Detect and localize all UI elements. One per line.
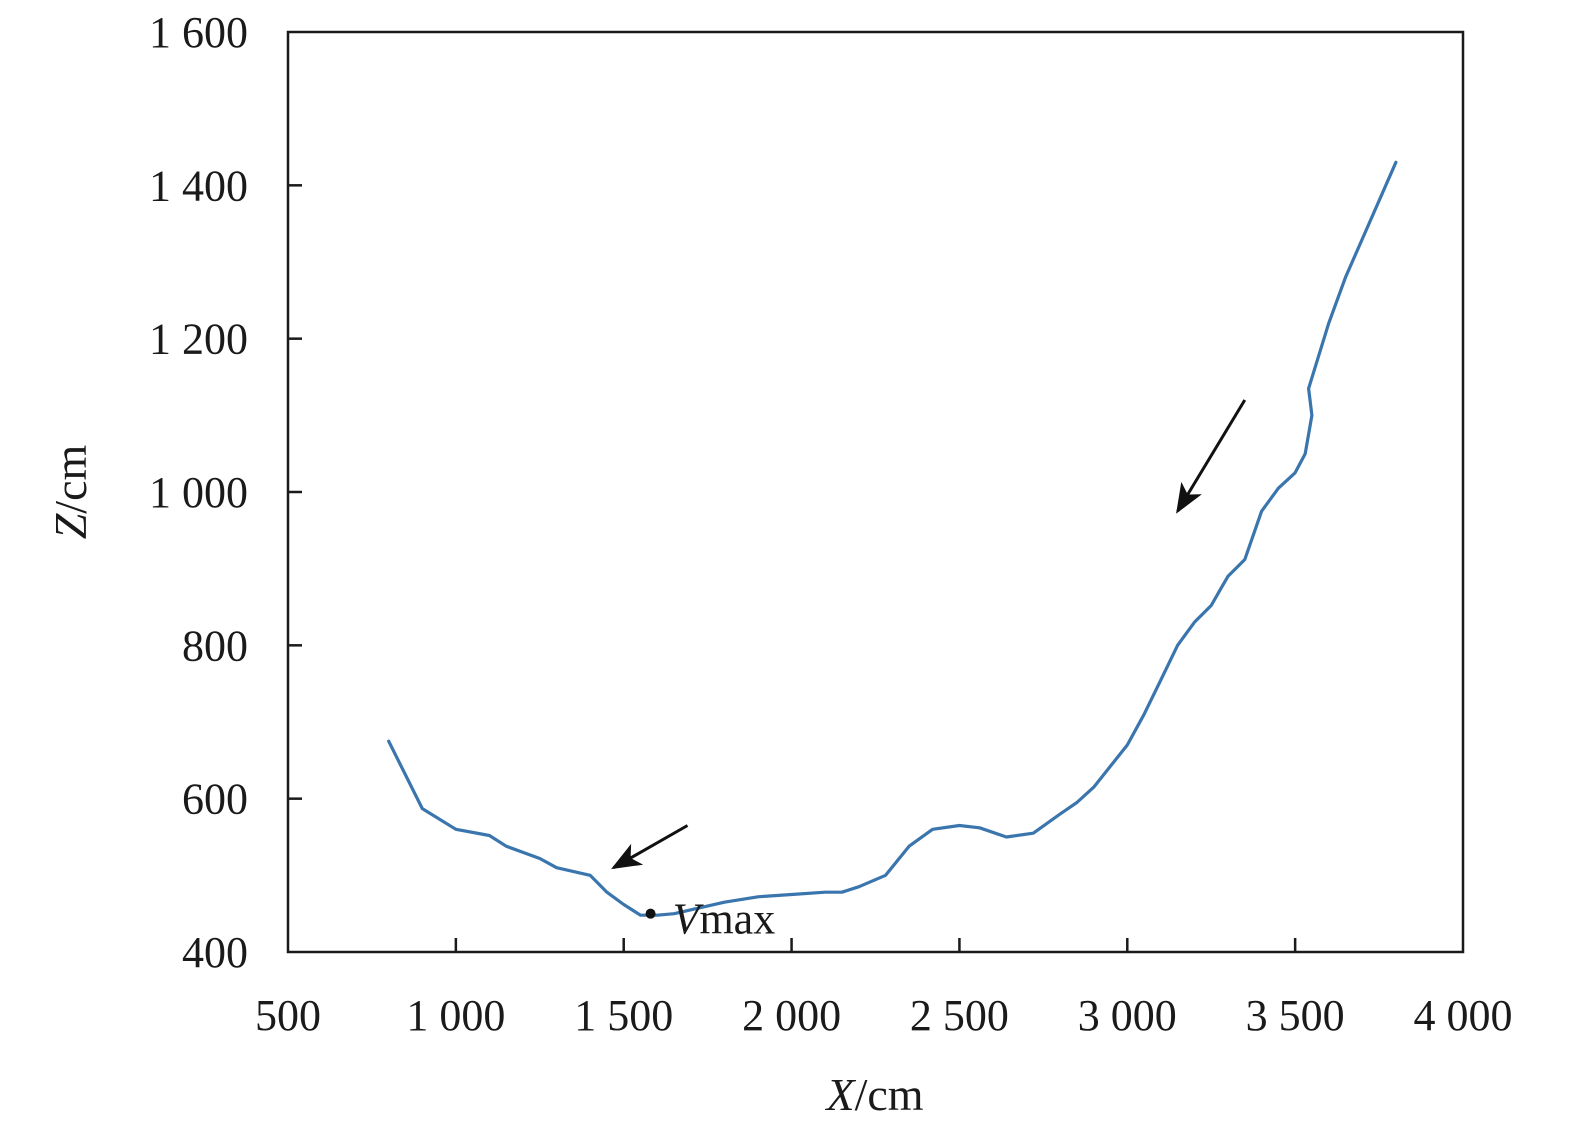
y-tick-label: 800 [182, 621, 248, 670]
x-axis-ticks: 500 1 000 1 500 2 000 2 500 3 000 3 500 4 000 [255, 938, 1513, 1040]
direction-arrow [611, 824, 689, 870]
x-tick-label: 2 500 [910, 991, 1009, 1040]
vmax-point [645, 908, 656, 919]
y-axis-ticks: 400 600 800 1 000 1 200 1 400 1 600 [149, 8, 302, 977]
y-tick-label: 1 600 [149, 8, 248, 57]
x-tick-label: 3 500 [1246, 991, 1345, 1040]
plot-frame [286, 30, 1465, 954]
x-tick-label: 3 000 [1078, 991, 1177, 1040]
y-tick-label: 1 200 [149, 315, 248, 364]
annotation-layer: Vmax [611, 399, 1247, 944]
x-tick-label: 500 [255, 991, 321, 1040]
y-tick-label: 600 [182, 775, 248, 824]
x-axis-title: X/cm [824, 1069, 923, 1120]
series-layer [387, 160, 1398, 917]
x-tick-label: 1 500 [574, 991, 673, 1040]
y-tick-label: 1 400 [149, 161, 248, 210]
vmax-label: Vmax [673, 895, 776, 944]
x-tick-label: 1 000 [406, 991, 505, 1040]
x-tick-label: 2 000 [742, 991, 841, 1040]
x-tick-label: 4 000 [1414, 991, 1513, 1040]
direction-arrow [1176, 399, 1247, 514]
y-tick-label: 1 000 [149, 468, 248, 517]
y-tick-label: 400 [182, 928, 248, 977]
series-line [387, 160, 1398, 917]
y-axis-title: Z/cm [45, 444, 96, 539]
